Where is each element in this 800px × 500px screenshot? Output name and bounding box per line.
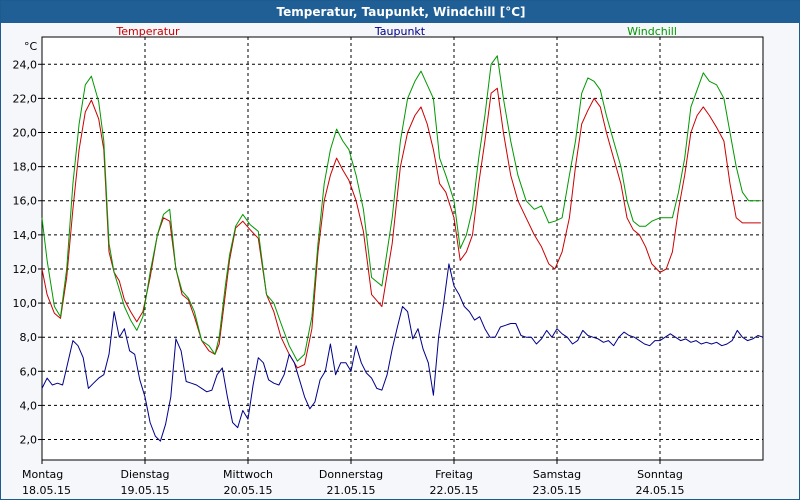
grid-lines: [42, 37, 763, 460]
x-tick-day: Samstag: [533, 468, 581, 481]
y-tick-label: 16,0: [13, 195, 38, 208]
x-tick-date: 23.05.15: [533, 484, 582, 497]
x-tick-date: 22.05.15: [430, 484, 479, 497]
x-axis: Montag 18.05.15 Dienstag 19.05.15 Mittwoch 20…: [22, 460, 684, 497]
y-tick-label: 6,0: [20, 365, 38, 378]
legend-taupunkt: Taupunkt: [374, 25, 426, 38]
x-tick-day: Freitag: [435, 468, 473, 481]
y-tick-label: 24,0: [13, 58, 38, 71]
y-tick-label: 22,0: [13, 92, 38, 105]
y-tick-label: 4,0: [20, 399, 38, 412]
x-tick-day: Sonntag: [637, 468, 683, 481]
y-tick-label: 12,0: [13, 263, 38, 276]
y-tick-label: 8,0: [20, 331, 38, 344]
series-line-windchill: [41, 55, 761, 362]
x-tick-day: Mittwoch: [223, 468, 273, 481]
y-tick-label: 18,0: [13, 161, 38, 174]
x-tick-date: 21.05.15: [327, 484, 376, 497]
x-tick-date: 18.05.15: [22, 484, 71, 497]
legend-windchill: Windchill: [627, 25, 677, 38]
legend: Temperatur Taupunkt Windchill: [115, 25, 677, 38]
y-tick-label: 2,0: [20, 434, 38, 447]
y-unit-label: °C: [24, 40, 38, 53]
y-axis: 2,0 4,0 6,0 8,0 10,0 12,0 14,0 16,0 18,0 20,0 22,0…: [13, 58, 42, 447]
x-tick-date: 19.05.15: [121, 484, 170, 497]
x-tick-date: 20.05.15: [224, 484, 273, 497]
legend-temperatur: Temperatur: [115, 25, 180, 38]
x-tick-day: Dienstag: [120, 468, 169, 481]
x-tick-day: Montag: [22, 468, 63, 481]
x-tick-date: 24.05.15: [636, 484, 685, 497]
series-lines: [41, 55, 764, 442]
series-line-taupunkt: [41, 263, 764, 442]
chart-title: Temperatur, Taupunkt, Windchill [°C]: [1, 1, 800, 23]
x-tick-day: Donnerstag: [319, 468, 383, 481]
y-tick-label: 20,0: [13, 127, 38, 140]
y-tick-label: 14,0: [13, 229, 38, 242]
y-tick-label: 10,0: [13, 297, 38, 310]
series-line-temperatur: [41, 87, 761, 369]
plot-background: [41, 36, 764, 461]
